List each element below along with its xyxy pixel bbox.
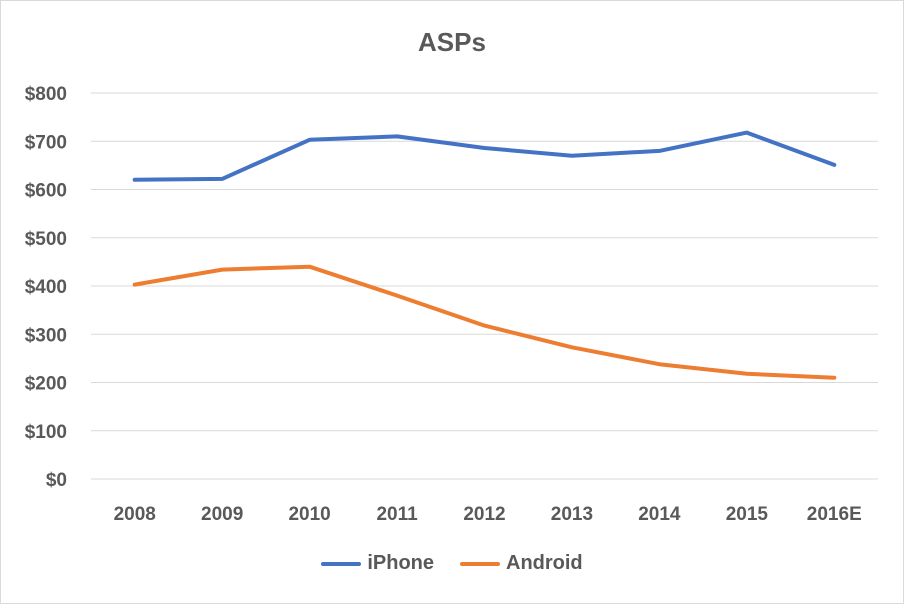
x-tick-label: 2015	[726, 504, 769, 525]
series-line-android	[132, 264, 837, 380]
y-tick-label: $400	[25, 277, 67, 298]
y-tick-label: $800	[25, 84, 67, 105]
y-tick-label: $700	[25, 132, 67, 153]
y-tick-label: $0	[46, 470, 67, 491]
legend-label: Android	[506, 552, 583, 574]
y-tick-label: $100	[25, 422, 67, 443]
x-tick-label: 2016E	[807, 504, 862, 525]
x-tick-label: 2012	[463, 504, 505, 525]
series-line-iphone	[132, 130, 837, 182]
x-tick-label: 2013	[551, 504, 593, 525]
y-tick-label: $200	[25, 374, 67, 395]
legend-item-android: Android	[460, 552, 583, 575]
x-tick-label: 2011	[376, 504, 418, 525]
y-tick-label: $300	[25, 325, 67, 346]
x-tick-label: 2008	[114, 504, 156, 525]
legend-swatch	[460, 561, 500, 566]
y-tick-label: $500	[25, 229, 67, 250]
x-tick-label: 2009	[201, 504, 243, 525]
legend-label: iPhone	[367, 552, 434, 574]
x-tick-label: 2014	[638, 504, 681, 525]
x-tick-label: 2010	[288, 504, 330, 525]
y-tick-label: $600	[25, 181, 67, 202]
chart-title: ASPs	[418, 27, 486, 57]
legend-swatch	[321, 561, 362, 566]
legend-item-iphone: iPhone	[321, 552, 434, 575]
legend: iPhone Android	[1, 552, 903, 575]
